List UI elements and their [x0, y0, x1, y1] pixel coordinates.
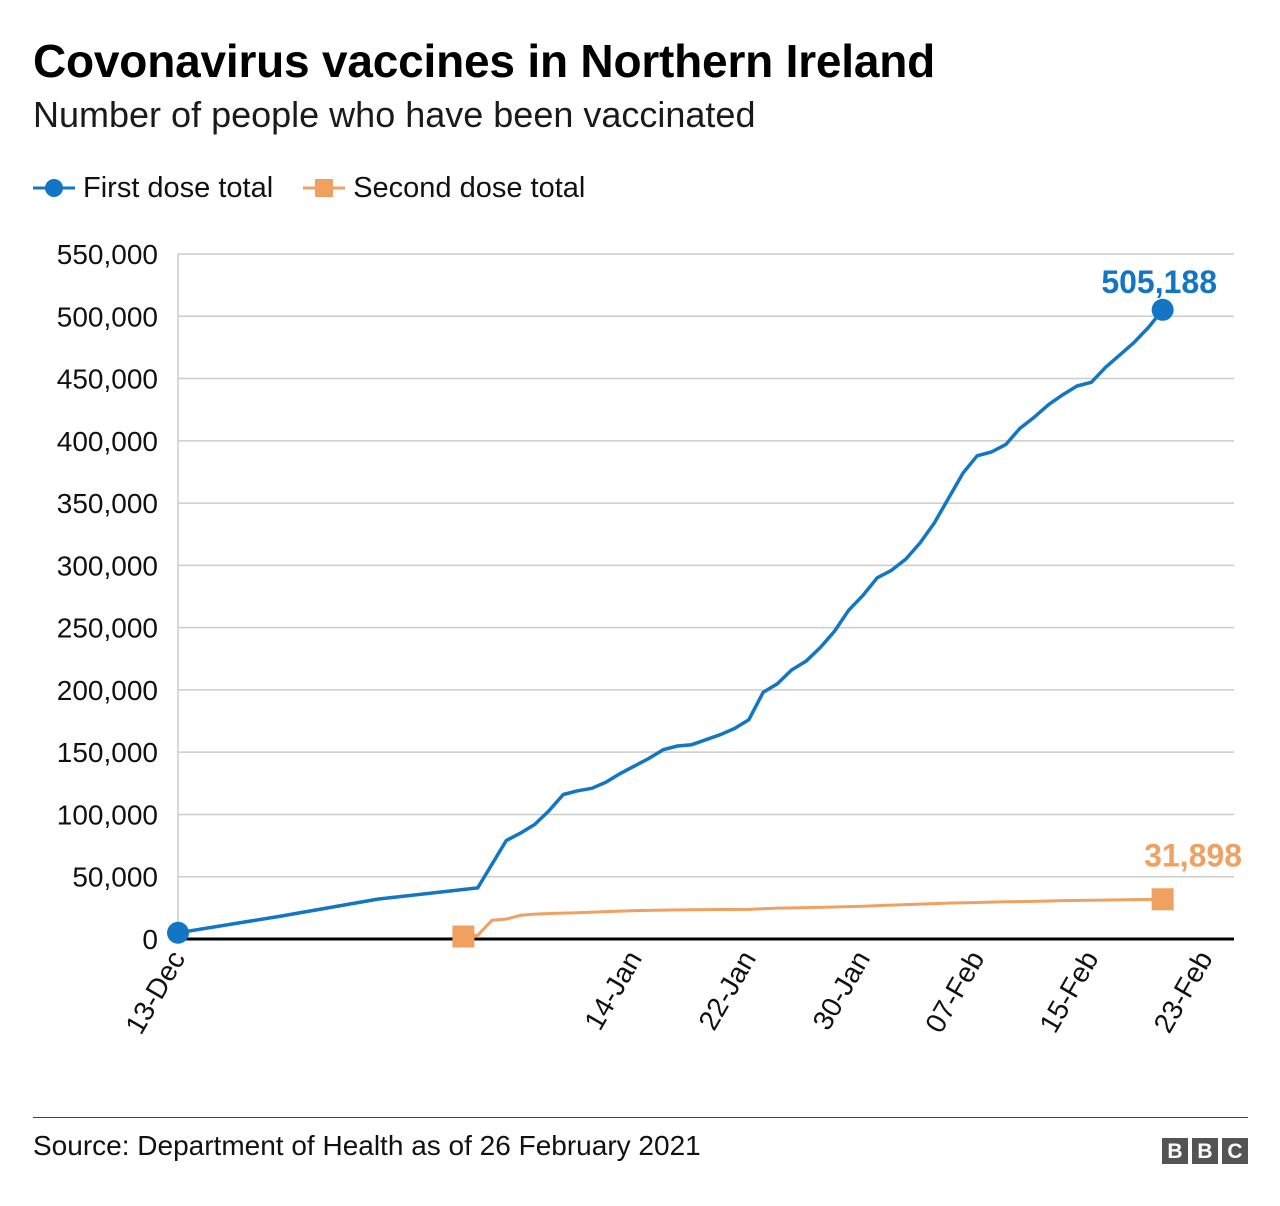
footer-divider: [33, 1117, 1248, 1118]
legend-label-second-dose: Second dose total: [353, 171, 586, 204]
chart-title: Covonavirus vaccines in Northern Ireland: [33, 35, 936, 87]
bbc-logo-letter: B: [1162, 1138, 1188, 1164]
y-tick-label: 550,000: [57, 239, 158, 270]
x-tick-label: 22-Jan: [692, 946, 762, 1036]
x-tick-label: 30-Jan: [807, 946, 877, 1036]
second-dose-line: [461, 897, 1165, 938]
source-note: Source: Department of Health as of 26 Fe…: [33, 1130, 701, 1161]
bbc-logo-letter: C: [1222, 1138, 1248, 1164]
first-dose-end-label: 505,188: [1101, 264, 1217, 300]
y-tick-label: 150,000: [57, 737, 158, 768]
legend-item-second-dose: Second dose total: [303, 171, 585, 205]
y-tick-label: 400,000: [57, 426, 158, 457]
x-tick-label: 15-Feb: [1033, 946, 1104, 1038]
first-dose-line: [176, 308, 1165, 935]
line-chart: 0 50,000 100,000 150,000 200,000 250,000 300,0…: [57, 239, 1242, 1040]
x-tick-label: 13-Dec: [119, 946, 191, 1040]
y-tick-label: 50,000: [72, 862, 158, 893]
second-dose-end-label: 31,898: [1144, 837, 1242, 873]
bbc-logo-letter: B: [1192, 1138, 1218, 1164]
y-tick-label: 100,000: [57, 799, 158, 830]
y-tick-label: 200,000: [57, 675, 158, 706]
x-tick-label: 23-Feb: [1147, 946, 1218, 1038]
legend: First dose total Second dose total: [33, 170, 615, 206]
first-dose-end-point: [1151, 298, 1174, 321]
y-tick-label: 250,000: [57, 613, 158, 644]
y-tick-label: 500,000: [57, 301, 158, 332]
first-dose-start-point: [167, 921, 189, 944]
x-tick-label: 14-Jan: [578, 946, 648, 1036]
y-tick-label: 300,000: [57, 550, 158, 581]
legend-first-dose-marker-icon: [33, 179, 75, 197]
bbc-logo: B B C: [1158, 1138, 1248, 1164]
second-dose-start-point: [452, 925, 475, 948]
x-tick-label: 07-Feb: [919, 946, 990, 1038]
y-tick-label: 450,000: [57, 364, 158, 395]
chart-subtitle: Number of people who have been vaccinate…: [33, 94, 756, 135]
y-tick-label: 0: [142, 924, 158, 955]
legend-second-dose-marker-icon: [303, 179, 346, 197]
legend-item-first-dose: First dose total: [33, 171, 273, 205]
y-tick-label: 350,000: [57, 488, 158, 519]
legend-label-first-dose: First dose total: [83, 171, 274, 204]
second-dose-end-point: [1151, 888, 1174, 911]
